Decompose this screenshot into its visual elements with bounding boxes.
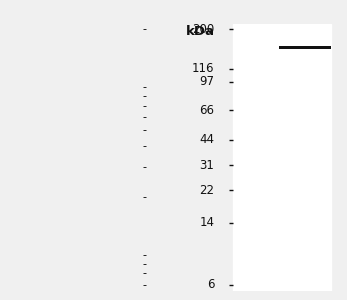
Text: 116: 116 (192, 62, 214, 75)
Text: kDa: kDa (185, 26, 214, 38)
Text: 6: 6 (207, 278, 214, 291)
Text: 14: 14 (200, 217, 214, 230)
Text: 200: 200 (192, 23, 214, 36)
Text: 97: 97 (200, 76, 214, 88)
Bar (232, 24, 331, 291)
Text: 44: 44 (200, 133, 214, 146)
Text: 66: 66 (200, 103, 214, 116)
Text: 22: 22 (200, 184, 214, 196)
Bar (279, 46, 331, 49)
Text: 31: 31 (200, 159, 214, 172)
